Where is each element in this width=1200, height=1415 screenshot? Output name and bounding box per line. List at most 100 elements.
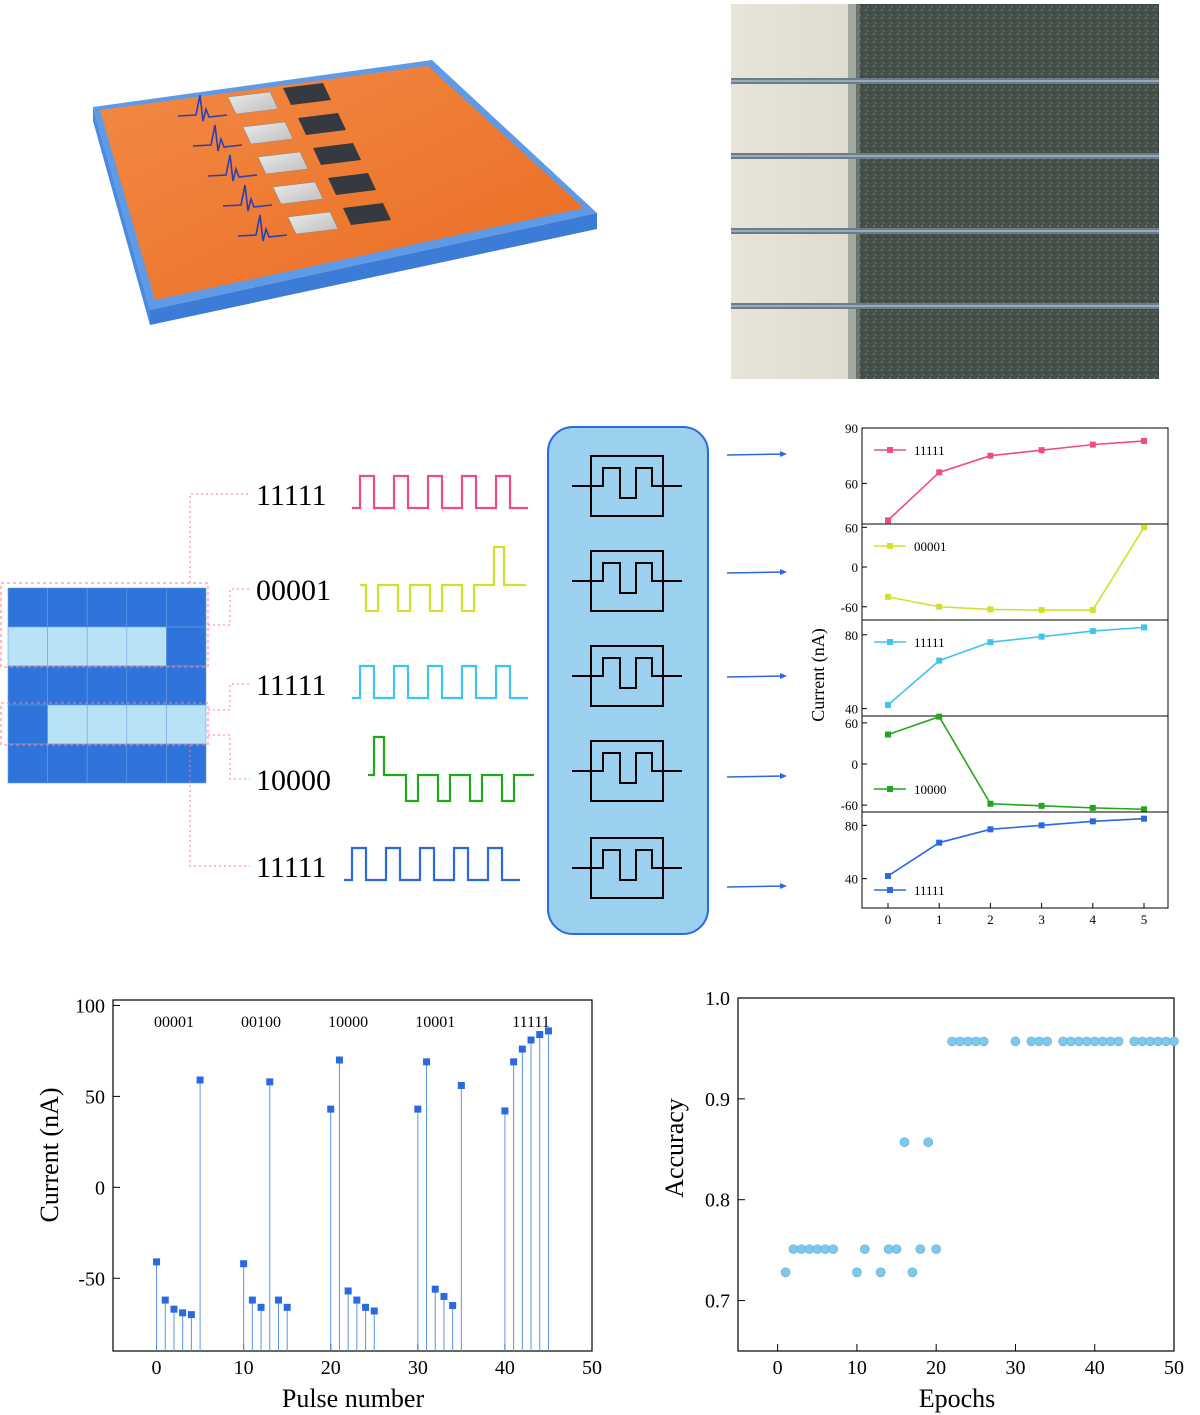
pulse-train: [360, 545, 526, 613]
stem-marker: [527, 1036, 535, 1044]
stem-marker: [440, 1292, 448, 1300]
stem-marker: [536, 1031, 544, 1039]
grid-pixel: [86, 704, 128, 745]
arrow-line: [726, 675, 786, 678]
light-pad: [242, 121, 294, 145]
memristor-icon: [572, 550, 682, 612]
stem-marker: [248, 1296, 256, 1304]
memristor-line: [572, 467, 682, 499]
grid-pixel: [7, 626, 48, 667]
series-marker: [936, 657, 943, 664]
connector-line: [208, 683, 250, 711]
stem-marker: [353, 1296, 361, 1304]
code-label: 11111: [256, 669, 327, 702]
x-tick-label: 20: [926, 1357, 946, 1379]
stem-marker: [327, 1105, 335, 1113]
y-tick-label: 0.8: [705, 1190, 730, 1212]
x-tick-label: 50: [1164, 1357, 1184, 1379]
y-tick-label: -60: [841, 798, 858, 813]
code-label: 00001: [256, 574, 331, 607]
stem-marker: [423, 1058, 431, 1066]
series-marker: [885, 873, 891, 879]
spike-wave: [192, 124, 243, 152]
series-marker: [936, 469, 943, 476]
pulse-trains: [344, 474, 534, 882]
stem-marker: [344, 1287, 352, 1295]
accuracy-point: [828, 1244, 838, 1254]
x-tick-label: 40: [495, 1357, 515, 1379]
series-marker: [1141, 524, 1147, 531]
series-marker: [1038, 447, 1045, 454]
stem-marker: [544, 1027, 552, 1035]
series-line: [887, 440, 1145, 521]
grid-pixel: [166, 665, 207, 706]
grid-pixel: [126, 665, 167, 706]
accuracy-chart: 0 10 20 30 40 50 1.0 0.9 0.8 0.7: [705, 988, 1184, 1379]
y-tick-label: 80: [845, 628, 858, 643]
y-tick-label: 60: [845, 716, 858, 731]
grid-pixel: [166, 743, 207, 784]
dark-pad: [298, 113, 346, 135]
grid-pixel: [166, 587, 207, 628]
accuracy-point: [978, 1036, 989, 1047]
arrow-head: [780, 883, 787, 889]
response-panel: 60 0 -60 10000: [841, 713, 1169, 813]
grid-pixel: [7, 743, 48, 784]
arrow-line: [726, 885, 786, 888]
dark-pad: [313, 143, 361, 165]
stem-marker: [274, 1296, 282, 1304]
dotted-connectors: [189, 493, 250, 867]
stem-marker: [457, 1081, 465, 1089]
legend-marker: [887, 639, 893, 645]
panel-frame: [861, 523, 1169, 621]
plot-frame: [112, 999, 593, 1352]
spike-wave: [177, 94, 228, 122]
response-panel: 90 60 11111: [845, 421, 1169, 525]
series-marker: [885, 593, 891, 600]
x-tick-label: 2: [987, 912, 994, 927]
y-tick-label: 60: [845, 520, 858, 535]
panel-frame: [861, 619, 1169, 717]
dark-pad: [343, 203, 391, 225]
spike-wave: [207, 154, 258, 182]
light-pad: [227, 91, 279, 115]
accuracy-point: [875, 1267, 886, 1278]
highlight-box: [0, 702, 209, 746]
grid-pixel: [7, 665, 48, 706]
accuracy-point: [1113, 1036, 1124, 1047]
light-pad: [287, 211, 339, 235]
connector-line: [189, 745, 250, 867]
stem-marker: [179, 1309, 187, 1317]
x-tick-label: 0: [773, 1357, 783, 1379]
pulse-response-chart: 0 10 20 30 40 50 100 50 0 -50 00001 00100 10000 10001…: [75, 995, 602, 1379]
legend-label: 00001: [914, 539, 947, 554]
memristor-line: [572, 849, 682, 881]
series-marker: [1089, 818, 1096, 825]
panel-frame: [861, 715, 1169, 813]
y-tick-label: 90: [845, 421, 858, 436]
x-tick-label: 0: [885, 912, 892, 927]
y-tick-label: 0.9: [705, 1089, 730, 1111]
stem-marker: [153, 1258, 161, 1266]
grid-pixel: [86, 743, 128, 784]
dark-pad: [283, 83, 331, 105]
pixel-grid: [0, 582, 209, 784]
series-marker: [987, 800, 994, 807]
x-tick-label: 20: [321, 1357, 341, 1379]
legend-label: 10000: [914, 782, 947, 797]
series-line: [887, 626, 1145, 706]
light-pad: [257, 151, 309, 175]
pulse-response-ylabel: Current (nA): [35, 1087, 64, 1222]
series-marker: [1089, 804, 1096, 811]
response-panel: 80 40 11111: [845, 619, 1169, 717]
y-tick-label: 50: [85, 1086, 105, 1108]
series-marker: [885, 731, 891, 738]
x-tick-label: 50: [582, 1357, 602, 1379]
grid-pixel: [47, 626, 88, 667]
stem-marker: [362, 1303, 370, 1311]
memristor-icon: [572, 837, 682, 899]
accuracy-point: [1169, 1036, 1179, 1047]
code-label: 10000: [256, 764, 331, 797]
grid-pixel: [166, 626, 207, 667]
